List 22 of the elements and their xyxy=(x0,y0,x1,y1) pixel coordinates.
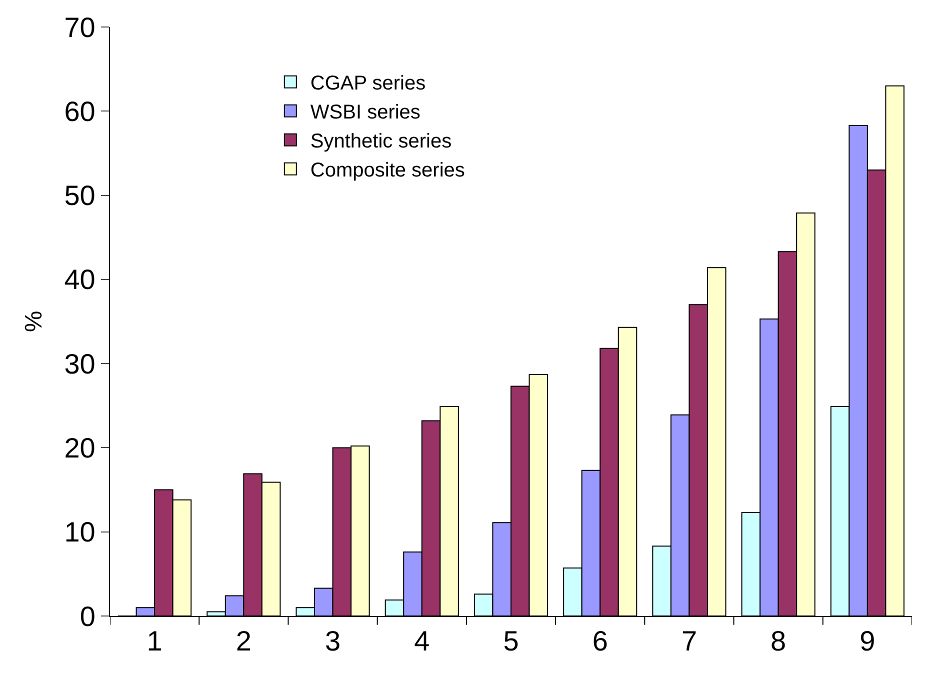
y-tick-label: 10 xyxy=(64,516,96,548)
y-tick-label: 60 xyxy=(64,96,96,127)
y-tick-label: 20 xyxy=(64,432,96,464)
y-tick-label: 50 xyxy=(64,180,96,212)
x-tick-label: 9 xyxy=(860,626,876,657)
x-tick-label: 4 xyxy=(414,626,430,657)
x-tick-label: 3 xyxy=(324,626,341,657)
y-axis-title: % xyxy=(20,310,48,332)
y-tick-label: 40 xyxy=(64,264,96,296)
y-tick-label: 70 xyxy=(64,12,96,43)
y-tick-label: 0 xyxy=(80,600,96,632)
legend-label: Synthetic series xyxy=(310,130,452,153)
legend-label: WSBI series xyxy=(310,102,420,124)
x-tick-label: 6 xyxy=(592,626,608,657)
x-tick-label: 1 xyxy=(146,626,162,657)
legend-label: Composite series xyxy=(310,160,465,182)
x-tick-label: 7 xyxy=(681,626,698,657)
legend-label: CGAP series xyxy=(310,72,426,95)
x-tick-label: 2 xyxy=(236,626,252,657)
x-tick-label: 8 xyxy=(770,626,786,657)
x-tick-label: 5 xyxy=(503,626,519,657)
y-tick-label: 30 xyxy=(64,348,96,380)
